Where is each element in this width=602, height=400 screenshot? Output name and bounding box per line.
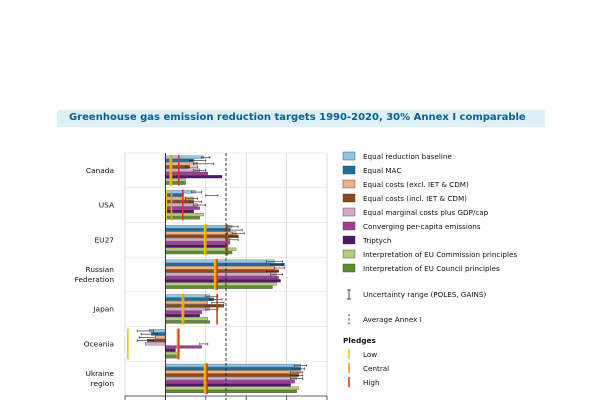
legend: Equal reduction baseline Equal MAC Equal c… [342, 151, 517, 387]
legend-swatch [342, 249, 356, 259]
bar [165, 383, 291, 387]
category-label: Japan [92, 305, 114, 314]
legend-swatch [342, 263, 356, 273]
average-legend-label: Average Annex I [363, 315, 422, 324]
category-group [165, 189, 219, 221]
bar [165, 259, 275, 263]
category-group [165, 155, 223, 186]
bar [165, 209, 194, 213]
bar [165, 345, 202, 349]
legend-swatch [342, 221, 356, 231]
category-group [165, 224, 245, 256]
category-group [165, 363, 308, 394]
pledges-heading: Pledges [343, 336, 377, 345]
bar [165, 389, 297, 393]
bar [165, 367, 301, 371]
bar [165, 380, 295, 384]
category-group [165, 259, 285, 290]
category-group [127, 328, 209, 360]
bar [165, 363, 301, 367]
category-group [165, 293, 225, 325]
bar [165, 355, 178, 359]
legend-swatch [342, 193, 356, 203]
bar [165, 317, 208, 321]
legend-swatch [342, 207, 356, 217]
bar [165, 300, 208, 305]
bar [165, 307, 210, 311]
legend-label: Interpretation of EU Commission principl… [363, 250, 517, 259]
legend-label: Equal costs (incl. IET & CDM) [363, 194, 467, 203]
bar [165, 269, 279, 273]
plot-area [124, 152, 328, 400]
legend-label: Equal costs (excl. IET & CDM) [363, 180, 469, 189]
bar [165, 272, 277, 276]
bar [145, 342, 166, 346]
bar [165, 175, 223, 179]
category-label: Oceania [84, 339, 114, 348]
chart-title-bar: Greenhouse gas emission reduction target… [57, 110, 545, 127]
bar [165, 228, 231, 232]
bar [165, 351, 178, 356]
category-label: Canada [86, 166, 114, 175]
legend-label: Equal marginal costs plus GDP/cap [363, 208, 489, 217]
legend-label: Equal reduction baseline [363, 152, 452, 161]
bar [165, 320, 210, 324]
bar [165, 181, 186, 185]
bar [165, 266, 275, 270]
category-label: Ukraine [85, 369, 114, 378]
bar [165, 282, 277, 286]
bar [165, 297, 215, 301]
bar [165, 244, 229, 248]
bar [165, 193, 184, 197]
bar [165, 386, 299, 390]
bar [165, 370, 301, 374]
category-label: Russian [86, 265, 115, 274]
legend-pledge-central-label: Central [363, 364, 389, 373]
legend-swatch [342, 179, 356, 189]
legend-pledge-low-label: Low [363, 350, 377, 359]
bar [165, 203, 198, 207]
chart-title: Greenhouse gas emission reduction target… [69, 112, 526, 123]
legend-label: Equal MAC [363, 166, 401, 175]
bar [165, 279, 281, 283]
legend-label: Triptych [362, 236, 391, 245]
legend-swatch [342, 235, 356, 245]
bar [165, 285, 273, 289]
bar [165, 251, 233, 255]
bar [165, 276, 279, 280]
bar [165, 231, 237, 235]
bar [165, 263, 285, 267]
bar [155, 335, 166, 339]
bar [165, 247, 237, 251]
bar [165, 348, 176, 352]
category-label: USA [99, 201, 114, 210]
uncertainty-legend-label: Uncertainty range (POLES, GAINS) [363, 290, 486, 299]
legend-label: Converging per-capita emissions [363, 222, 481, 231]
bar [165, 238, 231, 242]
bar [165, 190, 196, 194]
category-label: EU27 [95, 235, 115, 244]
bar [165, 225, 233, 229]
legend-swatch [342, 151, 356, 161]
bar [165, 178, 186, 182]
bar [165, 294, 210, 298]
category-label: Federation [75, 275, 115, 284]
bar [165, 376, 297, 380]
legend-pledge-high-label: High [363, 378, 380, 387]
category-label: region [91, 379, 115, 388]
legend-label: Interpretation of EU Council principles [363, 264, 500, 273]
bar [165, 241, 231, 245]
legend-swatch [342, 165, 356, 175]
bar [165, 373, 299, 377]
